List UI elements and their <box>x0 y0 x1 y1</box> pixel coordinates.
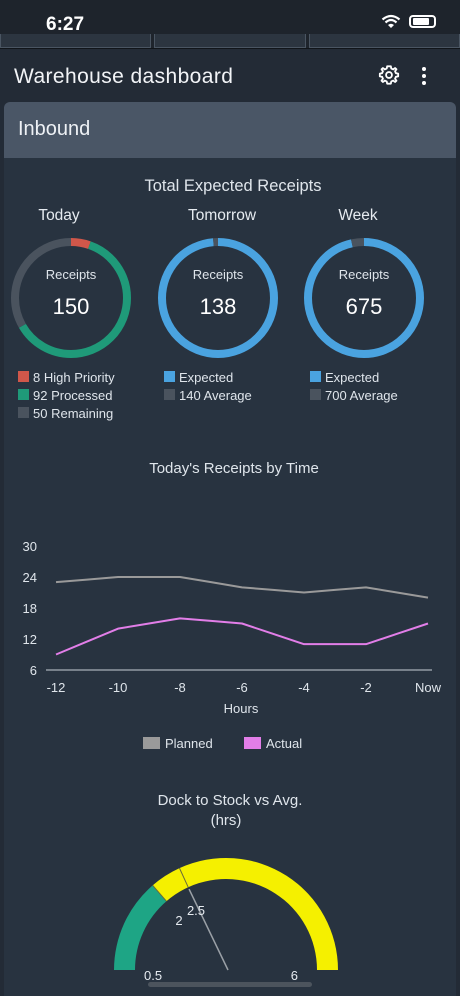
tab-strip <box>0 34 460 48</box>
y-tick-label: 12 <box>23 632 37 647</box>
legend-text: 700 Average <box>325 388 398 403</box>
battery-icon <box>409 15 436 28</box>
app-header: Warehouse dashboard <box>0 48 460 98</box>
legend-text: 92 Processed <box>33 388 113 403</box>
gauge-tick-label: 0.5 <box>144 968 162 983</box>
donut-ring <box>11 238 131 358</box>
donut-value: 138 <box>200 294 237 319</box>
donut-label: Receipts <box>46 267 97 282</box>
legend-swatch <box>18 389 29 400</box>
inbound-graphics: Total Expected Receipts Today Receipts 1… <box>11 177 442 983</box>
donut-label: Receipts <box>193 267 244 282</box>
x-axis-label: Hours <box>224 701 259 716</box>
line-chart-title: Today's Receipts by Time <box>149 460 319 477</box>
receipts-heading: Total Expected Receipts <box>144 177 321 195</box>
donut-segment <box>11 238 131 358</box>
y-tick-label: 30 <box>23 539 37 554</box>
x-tick-label: -12 <box>47 680 66 695</box>
donut-period: Today <box>38 207 80 224</box>
gauge-tick-label: 2.5 <box>187 903 205 918</box>
donut-value: 675 <box>346 294 383 319</box>
status-icons <box>381 14 436 29</box>
tab-strip-item[interactable] <box>0 34 152 48</box>
donut-value: 150 <box>53 294 90 319</box>
series-line-planned <box>55 576 429 599</box>
gauge-marker <box>179 867 189 888</box>
legend-swatch <box>310 371 321 382</box>
gauge-subtitle: (hrs) <box>211 812 242 829</box>
donut-ring <box>158 238 278 358</box>
donut-segment <box>304 238 424 358</box>
section-title: Inbound <box>18 118 91 140</box>
tab-strip-item[interactable] <box>308 34 460 48</box>
legend-text: Expected <box>325 370 379 385</box>
page-title: Warehouse dashboard <box>14 65 234 88</box>
legend-text: Expected <box>179 370 233 385</box>
gauge-band <box>179 858 338 970</box>
x-tick-label: -2 <box>360 680 372 695</box>
donut-legend-today: 8 High Priority 92 Processed 50 Remainin… <box>18 370 115 421</box>
legend-text: 8 High Priority <box>33 370 115 385</box>
x-tick-label: -4 <box>298 680 310 695</box>
donut-segment <box>158 238 278 358</box>
donut-legend-week: Expected 700 Average <box>310 370 398 403</box>
more-vert-icon[interactable] <box>414 65 434 87</box>
legend-text-planned[interactable]: Planned <box>165 736 213 751</box>
gear-icon[interactable] <box>378 64 400 86</box>
x-tick-label: Now <box>415 680 442 695</box>
gauge: 0.5 6 2 2.5 <box>114 858 338 983</box>
donut-segment <box>11 238 131 358</box>
donut-tomorrow[interactable]: Tomorrow Receipts 138 <box>158 207 278 358</box>
x-tick-label: -6 <box>236 680 248 695</box>
legend-text-actual[interactable]: Actual <box>266 736 302 751</box>
x-tick-label: -10 <box>109 680 128 695</box>
legend-swatch <box>164 371 175 382</box>
x-tick-label: -8 <box>174 680 186 695</box>
legend-swatch <box>310 389 321 400</box>
legend-swatch <box>18 371 29 382</box>
status-time: 6:27 <box>46 14 85 35</box>
legend-swatch <box>164 389 175 400</box>
tab-strip-item[interactable] <box>154 34 306 48</box>
donut-today[interactable]: Today Receipts 150 <box>11 207 131 358</box>
section-header-inbound[interactable]: Inbound <box>4 102 456 158</box>
donut-legend-tomorrow: Expected 140 Average <box>164 370 252 403</box>
legend-swatch <box>18 407 29 418</box>
y-tick-label: 6 <box>30 663 37 678</box>
gauge-tick-label: 2 <box>175 913 182 928</box>
legend-text: 140 Average <box>179 388 252 403</box>
gauge-title: Dock to Stock vs Avg. <box>158 792 303 809</box>
inbound-panel: Total Expected Receipts Today Receipts 1… <box>4 158 456 996</box>
home-indicator[interactable] <box>148 982 312 987</box>
y-tick-label: 18 <box>23 601 37 616</box>
y-tick-label: 24 <box>23 570 37 585</box>
legend-swatch <box>143 737 160 749</box>
legend-swatch <box>244 737 261 749</box>
wifi-icon <box>381 14 401 28</box>
gauge-marker <box>152 885 167 902</box>
donut-period: Week <box>338 207 378 224</box>
gauge-tick-label: 6 <box>291 968 298 983</box>
donut-week[interactable]: Week Receipts 675 <box>304 207 424 358</box>
donut-label: Receipts <box>339 267 390 282</box>
status-bar: 6:27 <box>0 0 460 48</box>
gauge-band <box>114 885 167 970</box>
donut-period: Tomorrow <box>188 207 257 224</box>
line-chart: 30 24 18 12 6 -12 -10 -8 -6 -4 -2 Now <box>23 539 442 695</box>
line-chart-legend: Planned Actual <box>143 736 302 751</box>
gauge-needle <box>188 888 229 971</box>
legend-text: 50 Remaining <box>33 406 113 421</box>
donut-ring <box>304 238 424 358</box>
gauge-band <box>152 868 189 902</box>
series-line-actual <box>55 617 429 656</box>
